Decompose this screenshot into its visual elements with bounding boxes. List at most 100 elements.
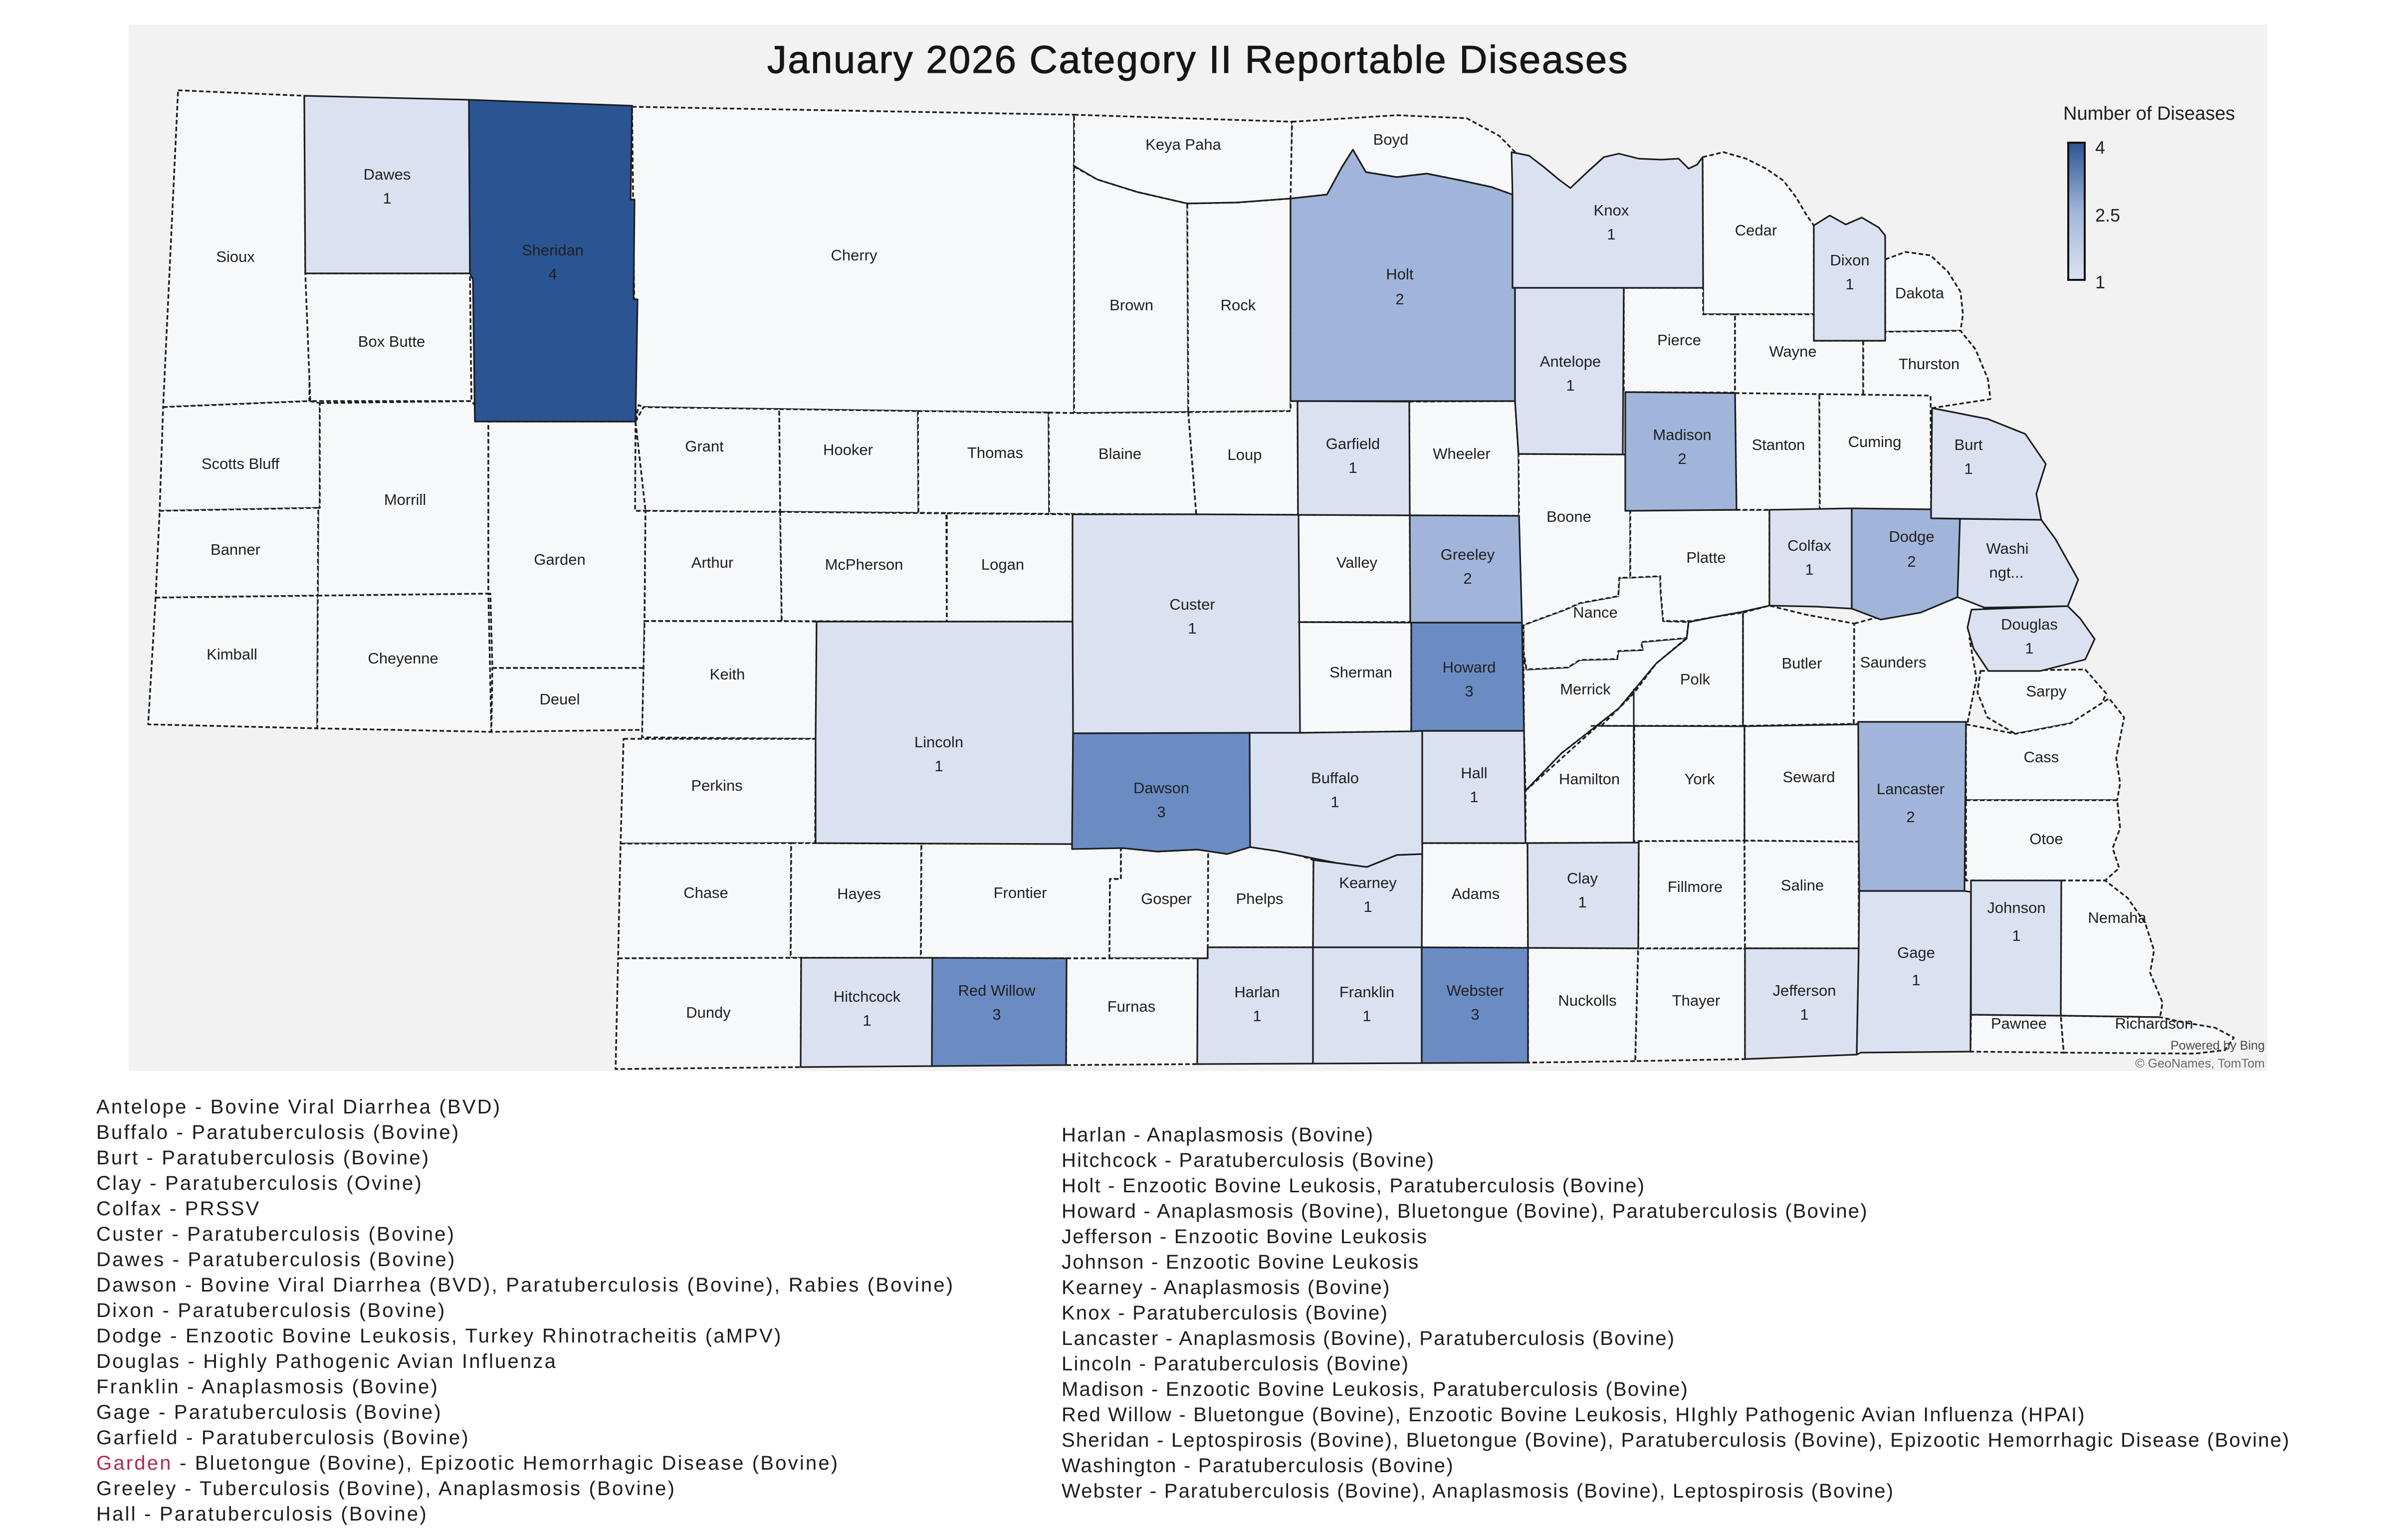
svg-text:Saline: Saline: [1781, 877, 1824, 894]
svg-text:Otoe: Otoe: [2029, 830, 2063, 848]
svg-text:Lancaster: Lancaster: [1877, 780, 1945, 798]
svg-text:Powered by Bing: Powered by Bing: [2171, 1039, 2265, 1053]
svg-text:3: 3: [992, 1006, 1001, 1023]
svg-text:1: 1: [1362, 1007, 1371, 1025]
svg-text:Wheeler: Wheeler: [1433, 445, 1490, 462]
svg-text:Dundy: Dundy: [686, 1004, 731, 1021]
svg-text:Clay: Clay: [1567, 870, 1598, 887]
svg-text:Brown: Brown: [1109, 296, 1153, 314]
svg-text:1: 1: [383, 190, 391, 207]
svg-text:Frontier: Frontier: [994, 884, 1047, 901]
svg-text:1: 1: [1607, 225, 1615, 243]
svg-text:Rock: Rock: [1221, 296, 1256, 314]
svg-text:1: 1: [1348, 459, 1357, 476]
svg-text:Cuming: Cuming: [1848, 433, 1902, 450]
svg-text:1: 1: [1800, 1006, 1808, 1023]
svg-text:4: 4: [548, 265, 557, 283]
svg-text:Grant: Grant: [685, 438, 724, 455]
svg-text:Loup: Loup: [1228, 446, 1262, 463]
svg-text:Nemaha: Nemaha: [2088, 909, 2147, 926]
svg-text:Hayes: Hayes: [837, 885, 881, 902]
svg-text:Saunders: Saunders: [1860, 654, 1927, 671]
svg-text:Burt: Burt: [1955, 436, 1983, 453]
svg-text:Knox: Knox: [1594, 202, 1629, 219]
svg-text:4: 4: [2095, 137, 2105, 158]
svg-text:Furnas: Furnas: [1107, 998, 1155, 1015]
svg-text:Sarpy: Sarpy: [2026, 682, 2067, 700]
svg-text:Arthur: Arthur: [691, 554, 733, 571]
svg-text:Douglas: Douglas: [2001, 616, 2058, 633]
svg-text:1: 1: [1330, 793, 1339, 811]
svg-text:Garden: Garden: [534, 551, 585, 568]
svg-text:Jefferson: Jefferson: [1773, 982, 1836, 999]
svg-text:Stanton: Stanton: [1752, 436, 1805, 453]
svg-text:Phelps: Phelps: [1236, 890, 1284, 907]
svg-text:2.5: 2.5: [2095, 205, 2120, 225]
svg-text:1: 1: [863, 1012, 871, 1029]
svg-text:Antelope: Antelope: [1540, 353, 1601, 370]
svg-text:Dakota: Dakota: [1895, 284, 1945, 302]
svg-text:Dawson: Dawson: [1133, 779, 1189, 797]
svg-text:Hall: Hall: [1461, 764, 1487, 782]
svg-text:Pawnee: Pawnee: [1991, 1015, 2047, 1032]
svg-text:Platte: Platte: [1686, 549, 1726, 566]
svg-text:Kearney: Kearney: [1339, 874, 1397, 891]
svg-text:Garfield: Garfield: [1326, 435, 1380, 452]
svg-text:Keya Paha: Keya Paha: [1145, 136, 1221, 153]
svg-text:Merrick: Merrick: [1560, 680, 1611, 698]
svg-text:Hamilton: Hamilton: [1559, 770, 1620, 788]
svg-text:1: 1: [1470, 788, 1478, 806]
svg-text:Banner: Banner: [211, 541, 260, 558]
svg-text:Adams: Adams: [1452, 885, 1500, 902]
svg-text:York: York: [1685, 770, 1715, 788]
svg-text:1: 1: [2012, 927, 2020, 944]
svg-text:Butler: Butler: [1782, 655, 1822, 672]
svg-text:2: 2: [1906, 808, 1915, 826]
svg-text:Colfax: Colfax: [1787, 537, 1831, 554]
svg-text:Dawes: Dawes: [364, 166, 411, 183]
svg-text:2: 2: [1463, 570, 1472, 587]
svg-text:Box Butte: Box Butte: [358, 333, 425, 350]
svg-text:Howard: Howard: [1443, 659, 1496, 676]
svg-text:Dixon: Dixon: [1830, 251, 1869, 269]
svg-text:1: 1: [934, 757, 943, 775]
svg-text:Fillmore: Fillmore: [1668, 878, 1723, 895]
svg-text:1: 1: [1253, 1007, 1261, 1025]
svg-text:Perkins: Perkins: [691, 777, 742, 794]
svg-text:3: 3: [1471, 1006, 1479, 1023]
svg-text:Chase: Chase: [683, 884, 728, 901]
svg-text:Washi: Washi: [1986, 540, 2029, 557]
svg-text:Cherry: Cherry: [831, 246, 877, 264]
svg-text:Sioux: Sioux: [216, 248, 255, 265]
svg-text:Valley: Valley: [1336, 554, 1378, 571]
svg-text:Red Willow: Red Willow: [958, 982, 1036, 999]
svg-text:Thayer: Thayer: [1672, 992, 1720, 1009]
svg-text:ngt...: ngt...: [1989, 564, 2024, 581]
svg-text:Madison: Madison: [1653, 426, 1711, 443]
svg-text:Custer: Custer: [1169, 596, 1215, 613]
svg-text:Morrill: Morrill: [384, 491, 426, 508]
svg-text:Kimball: Kimball: [207, 646, 257, 663]
svg-text:1: 1: [1363, 898, 1372, 915]
svg-text:Hooker: Hooker: [823, 441, 873, 458]
svg-text:Cass: Cass: [2024, 748, 2059, 766]
svg-text:Sheridan: Sheridan: [522, 241, 584, 259]
svg-text:Greeley: Greeley: [1441, 546, 1495, 563]
svg-text:Gage: Gage: [1897, 944, 1935, 961]
svg-text:1: 1: [1578, 893, 1586, 911]
svg-text:Harlan: Harlan: [1234, 983, 1280, 1001]
svg-text:2: 2: [1907, 553, 1916, 570]
svg-text:Gosper: Gosper: [1141, 890, 1192, 907]
svg-text:Buffalo: Buffalo: [1311, 769, 1359, 787]
svg-text:Dodge: Dodge: [1889, 528, 1934, 545]
svg-text:Scotts Bluff: Scotts Bluff: [202, 455, 280, 472]
svg-text:1: 1: [1912, 971, 1920, 989]
svg-text:Webster: Webster: [1447, 982, 1504, 999]
svg-text:1: 1: [1566, 377, 1574, 394]
svg-text:Lincoln: Lincoln: [914, 733, 963, 751]
svg-text:Thomas: Thomas: [967, 444, 1023, 461]
svg-text:Holt: Holt: [1386, 265, 1414, 283]
svg-text:© GeoNames, TomTom: © GeoNames, TomTom: [2135, 1057, 2265, 1071]
svg-text:1: 1: [1845, 275, 1854, 293]
svg-text:1: 1: [2025, 640, 2033, 657]
